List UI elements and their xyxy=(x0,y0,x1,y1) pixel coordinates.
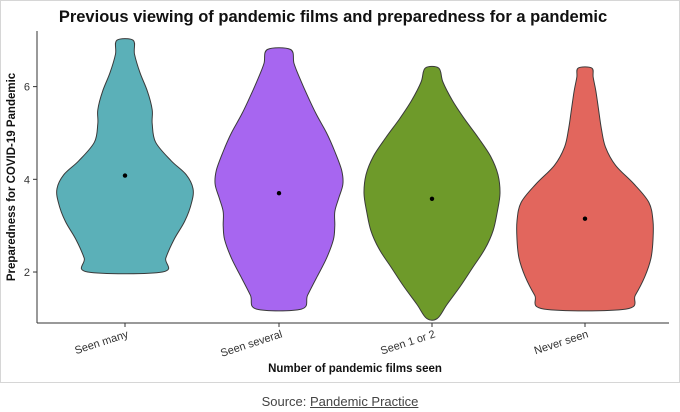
source-link[interactable]: Pandemic Practice xyxy=(310,394,419,409)
mean-point xyxy=(429,196,435,201)
violins-group xyxy=(56,38,654,321)
chart-frame: Previous viewing of pandemic films and p… xyxy=(0,0,680,383)
y-tick-label: 6 xyxy=(24,82,30,94)
x-tick-label: Seen several xyxy=(219,328,284,359)
violin-chart: Previous viewing of pandemic films and p… xyxy=(6,8,669,375)
violin-seen-many xyxy=(56,38,194,275)
x-tick-label: Seen many xyxy=(73,328,130,357)
x-axis-label: Number of pandemic films seen xyxy=(268,363,442,375)
mean-point xyxy=(122,173,128,178)
chart-title: Previous viewing of pandemic films and p… xyxy=(59,8,607,26)
y-axis-label: Preparedness for COVID-19 Pandemic xyxy=(6,72,18,281)
source-caption: Source: Pandemic Practice xyxy=(0,394,680,409)
violin-never-seen xyxy=(516,66,654,312)
x-ticks-group: Seen many Seen several Seen 1 or 2 Never se… xyxy=(73,323,590,360)
violin-seen-1-or-2 xyxy=(363,65,501,321)
y-tick-label: 4 xyxy=(24,174,30,186)
x-tick-label: Never seen xyxy=(533,328,590,357)
violin-seen-several xyxy=(214,47,344,312)
source-prefix: Source: xyxy=(261,394,311,409)
y-tick-label: 2 xyxy=(24,267,30,279)
mean-point xyxy=(276,191,282,196)
mean-point xyxy=(582,216,588,221)
y-ticks-group: 2 4 6 xyxy=(24,82,37,279)
x-tick-label: Seen 1 or 2 xyxy=(379,328,437,357)
